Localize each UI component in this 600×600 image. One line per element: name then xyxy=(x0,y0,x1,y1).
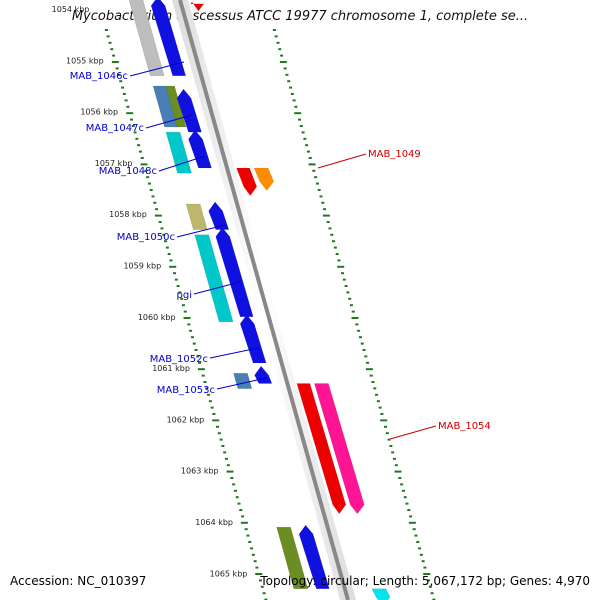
gene-feature xyxy=(233,372,253,389)
label-leader-line xyxy=(193,281,241,295)
backbone-line xyxy=(178,0,350,600)
gene-feature xyxy=(128,0,165,76)
kbp-label: 1061 kbp xyxy=(152,364,190,373)
gene-feature xyxy=(298,524,330,589)
gene-label: MAB_1053c xyxy=(157,385,215,396)
gene-label: MAB_1047c xyxy=(86,123,144,134)
kbp-label: 1064 kbp xyxy=(195,518,233,527)
label-leader-line xyxy=(317,153,367,169)
gene-feature xyxy=(150,0,187,76)
gene-feature xyxy=(236,167,258,197)
gene-label: MAB_1046c xyxy=(70,71,128,82)
gene-feature xyxy=(314,383,365,515)
kbp-label: 1054 kbp xyxy=(52,5,90,14)
kbp-label: 1060 kbp xyxy=(138,313,176,322)
kbp-label: 1062 kbp xyxy=(167,415,205,424)
label-leader-line xyxy=(209,347,259,359)
gene-feature xyxy=(253,167,275,191)
gene-feature xyxy=(188,129,212,169)
label-leader-line xyxy=(176,224,226,238)
kbp-label: 1056 kbp xyxy=(80,108,118,117)
chromosome-backbone xyxy=(172,0,356,600)
gene-feature xyxy=(254,365,273,384)
gene-label: MAB_1050c xyxy=(117,232,175,243)
gene-label: MAB_1048c xyxy=(99,166,157,177)
gene-feature xyxy=(296,383,347,515)
label-leader-line xyxy=(158,155,206,172)
tick-marks-layer xyxy=(104,29,436,600)
label-leader-line xyxy=(145,114,193,129)
label-leader-line xyxy=(389,425,437,440)
gene-feature xyxy=(208,201,230,230)
kbp-label: 1063 kbp xyxy=(181,467,219,476)
gene-label: MAB_1052c xyxy=(150,354,208,365)
kbp-label: 1059 kbp xyxy=(123,262,161,271)
gene-labels-layer: MAB_1046c MAB_1047c MAB_1048c MAB_1049 MAB_1… xyxy=(70,61,491,440)
accession-text: Accession: NC_010397 xyxy=(10,574,147,588)
gene-label: pgi xyxy=(177,290,192,301)
gene-feature xyxy=(371,588,391,600)
kbp-label: 1058 kbp xyxy=(109,210,147,219)
gene-feature xyxy=(165,85,187,128)
kbp-label: 1065 kbp xyxy=(210,569,248,578)
gene-feature xyxy=(239,314,267,364)
kbp-label: 1055 kbp xyxy=(66,56,104,65)
gene-label: MAB_1054 xyxy=(438,421,491,432)
kbp-scale-labels: 1054 kbp 1055 kbp 1056 kbp 1057 kbp 1058 kbp… xyxy=(52,5,248,578)
gene-label: MAB_1049 xyxy=(368,149,421,160)
label-leader-line xyxy=(129,61,185,77)
genome-summary-text: Topology: circular; Length: 5,067,172 bp… xyxy=(260,574,590,588)
gene-feature xyxy=(190,1,206,12)
gene-feature xyxy=(194,234,234,323)
label-leader-line xyxy=(216,377,267,390)
gene-feature xyxy=(185,203,208,230)
kbp-label: 1057 kbp xyxy=(95,159,133,168)
gene-feature xyxy=(276,526,309,589)
